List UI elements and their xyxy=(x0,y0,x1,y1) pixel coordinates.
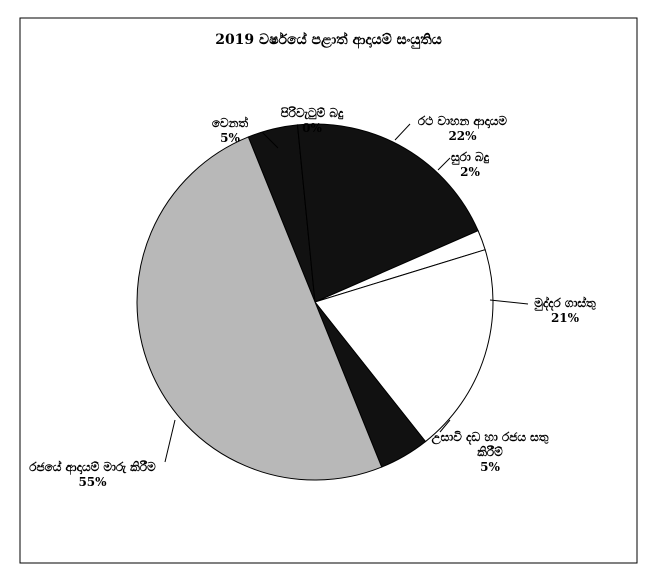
value-label: 21% xyxy=(550,311,580,325)
leader-line xyxy=(261,131,279,149)
value-label: 0% xyxy=(302,121,322,135)
leader-line xyxy=(437,157,451,171)
frame xyxy=(19,17,638,564)
value-label: 5% xyxy=(220,131,240,145)
pie-slice xyxy=(314,249,494,443)
value-label: 5% xyxy=(480,460,500,474)
value-label: 55% xyxy=(78,475,107,489)
slice-label: රජයේ ආදායම් මාරු කිරීම 55% xyxy=(25,460,160,490)
value-label: 22% xyxy=(448,129,477,143)
category-label: මුද්දර ගාස්තු xyxy=(534,296,596,310)
category-label: උසාවි දඩ හා රජය සතු කිරීම් xyxy=(431,430,549,459)
slice-label: රථ වාහන ආදායම 22% xyxy=(405,114,520,144)
slice-label: වෙනත් 5% xyxy=(195,116,265,146)
leader-line xyxy=(394,123,411,141)
category-label: රථ වාහන ආදායම xyxy=(417,114,508,128)
category-label: රජයේ ආදායම් මාරු කිරීම xyxy=(29,460,156,474)
leader-line xyxy=(439,419,451,433)
category-label: සුරා බදු xyxy=(451,150,489,164)
pie-slice xyxy=(136,136,383,481)
category-label: පිරිවැටුම් බදු xyxy=(280,106,344,120)
leader-line xyxy=(164,419,176,463)
leader-line xyxy=(489,299,529,305)
slice-label: සුරා බදු 2% xyxy=(440,150,500,180)
chart-title: 2019 වර්ෂයේ පළාත් ආදායම් සංයුතිය xyxy=(215,32,442,48)
pie-slice xyxy=(296,123,479,303)
slice-label: පිරිවැටුම් බදු 0% xyxy=(272,106,352,136)
value-label: 2% xyxy=(460,165,480,179)
slice-label: මුද්දර ගාස්තු 21% xyxy=(525,296,605,326)
slice-label: උසාවි දඩ හා රජය සතු කිරීම් 5% xyxy=(420,430,560,475)
category-label: වෙනත් xyxy=(211,116,249,130)
